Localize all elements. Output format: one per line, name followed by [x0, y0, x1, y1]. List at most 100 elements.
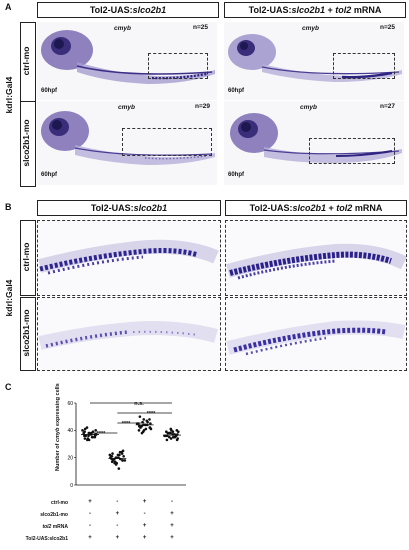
- header-gene: slco2b1: [132, 5, 167, 15]
- header-gene: slco2b1: [291, 5, 326, 15]
- header-prefix: Tol2-UAS:: [248, 5, 292, 15]
- data-point: [87, 431, 91, 435]
- data-point: [91, 430, 95, 433]
- data-point: [165, 438, 169, 442]
- header-suffix2: mRNA: [351, 5, 382, 15]
- panel-b-row-label-box-1: [20, 220, 36, 296]
- header-prefix: Tol2-UAS:: [249, 203, 293, 213]
- data-point: [87, 434, 90, 438]
- condition-mark: -: [89, 523, 91, 529]
- y-tick-label: 60: [67, 401, 73, 407]
- panel-b-header-left: Tol2-UAS:slco2b1: [37, 200, 221, 216]
- n-count: n=25: [380, 24, 395, 31]
- data-point: [120, 450, 123, 454]
- data-point: [123, 459, 127, 462]
- data-point: [111, 452, 114, 455]
- data-point: [148, 426, 152, 429]
- n-count: n=29: [195, 103, 210, 110]
- scatter-plot: 0 20 40 60: [67, 401, 186, 489]
- condition-mark: +: [142, 523, 147, 529]
- panel-b-row-label-slco: slco2b1-mo: [21, 309, 31, 357]
- condition-mark: -: [171, 499, 173, 505]
- data-point: [175, 438, 179, 442]
- data-point: [82, 431, 85, 435]
- data-point: [171, 430, 175, 433]
- data-point: [168, 435, 171, 439]
- data-point: [86, 438, 89, 442]
- closeup-ctrl-right: [225, 220, 407, 296]
- condition-label: Tol2-UAS:slco2b1: [25, 536, 68, 542]
- significance-label: ****: [121, 421, 131, 427]
- header-prefix: Tol2-UAS:: [89, 5, 133, 15]
- data-point: [149, 422, 152, 425]
- embryo-drawing: [41, 111, 215, 165]
- panel-a-row-label-ctrl: ctrl-mo: [21, 46, 31, 76]
- condition-mark: +: [115, 535, 120, 541]
- condition-label: ctrl-mo: [51, 500, 68, 506]
- panel-c-letter: C: [5, 382, 12, 392]
- data-point: [93, 434, 97, 438]
- condition-mark: +: [170, 535, 174, 541]
- data-point: [90, 435, 94, 439]
- data-point: [137, 429, 141, 432]
- embryo-image-slco-left: [37, 101, 217, 185]
- header-gene2: tol2: [335, 5, 352, 15]
- header-gene2: tol2: [336, 203, 353, 213]
- significance-label: ****: [146, 411, 156, 417]
- stage-label: 60hpf: [228, 172, 245, 178]
- data-point: [83, 434, 86, 438]
- header-suffix: +: [325, 5, 336, 15]
- data-point: [169, 427, 173, 431]
- stage-label: 60hpf: [228, 88, 245, 94]
- panel-a-row-label-box-2: [20, 101, 36, 187]
- closeup-ctrl-left: [37, 220, 221, 296]
- stage-label: 60hpf: [41, 172, 58, 178]
- condition-label: tol2 mRNA: [8, 524, 68, 530]
- condition-mark: -: [116, 499, 119, 505]
- panel-a-header-right: Tol2-UAS:slco2b1 + tol2 mRNA: [224, 2, 406, 18]
- data-point: [169, 437, 173, 440]
- data-point: [138, 415, 142, 418]
- condition-mark: -: [116, 523, 119, 529]
- header-suffix: +: [326, 203, 337, 213]
- condition-mark: -: [143, 511, 146, 517]
- panel-a-row-label-slco: slco2b1-mo: [21, 119, 31, 167]
- closeup-slco-right: [225, 297, 407, 371]
- n-count: n=25: [193, 24, 208, 31]
- gene-label: cmyb: [114, 25, 131, 32]
- condition-label-italic: tol2: [42, 524, 52, 530]
- condition-mark: +: [88, 499, 92, 505]
- data-point: [83, 437, 87, 440]
- data-point: [117, 467, 121, 470]
- data-point: [110, 460, 114, 464]
- n-count: n=27: [380, 103, 395, 110]
- data-point: [140, 431, 144, 435]
- data-point: [137, 422, 140, 425]
- closeup-drawing: [38, 320, 218, 350]
- condition-label-suffix: mRNA: [51, 524, 68, 530]
- gene-label: cmyb: [118, 104, 135, 111]
- condition-mark: +: [142, 535, 147, 541]
- data-point: [113, 461, 116, 465]
- data-point: [165, 430, 168, 433]
- data-point: [144, 427, 148, 431]
- zoom-box: [333, 53, 395, 79]
- header-suffix2: mRNA: [352, 203, 383, 213]
- panel-b-letter: B: [5, 202, 12, 212]
- condition-mark: +: [142, 499, 147, 505]
- zoom-box: [122, 128, 212, 156]
- condition-mark: +: [88, 535, 92, 541]
- significance-label: n.s.: [134, 401, 144, 407]
- closeup-slco-left: [37, 297, 221, 371]
- condition-mark: +: [170, 511, 174, 517]
- data-point: [145, 419, 149, 423]
- condition-mark: +: [115, 511, 120, 517]
- data-point: [85, 426, 89, 429]
- data-point: [81, 429, 84, 432]
- data-point: [140, 424, 143, 428]
- zoom-box: [309, 138, 395, 164]
- data-point: [175, 429, 179, 432]
- data-point: [137, 424, 141, 428]
- embryo-drawing: [230, 113, 402, 163]
- panel-a-letter: A: [5, 2, 12, 12]
